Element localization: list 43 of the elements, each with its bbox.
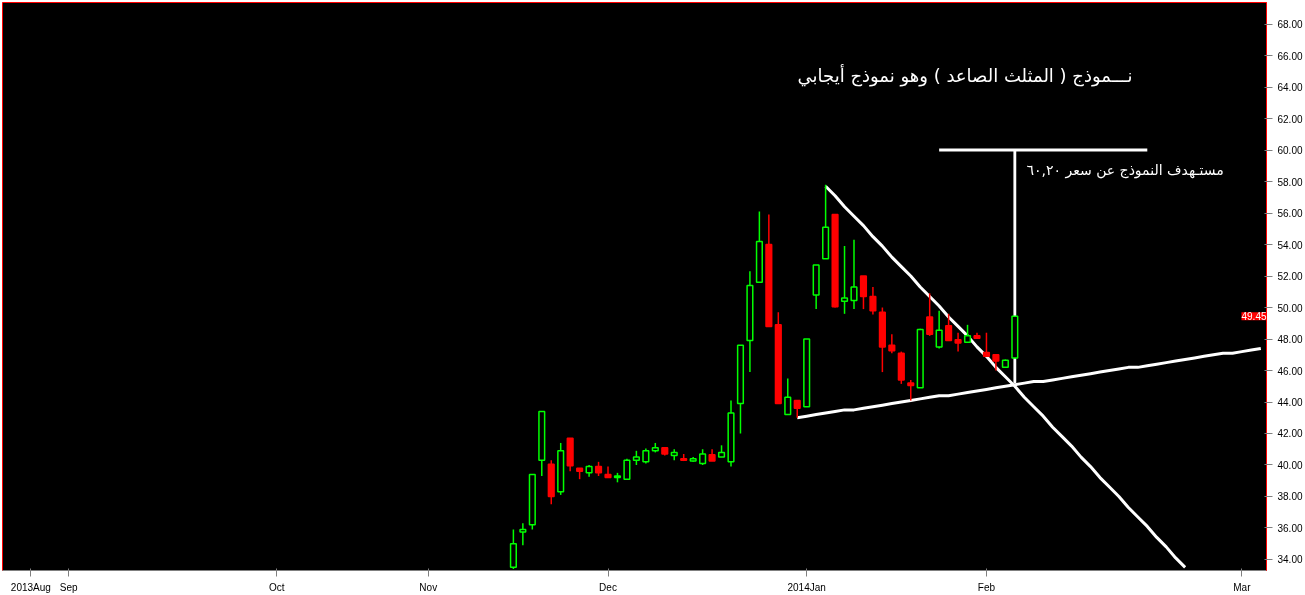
y-tick-label: 34.00 xyxy=(1277,554,1303,566)
candlestick xyxy=(859,275,868,310)
annotation: مستـهدف النموذج عن سعر ٦٠,٢٠ xyxy=(1026,161,1224,179)
y-tick-label: 52.00 xyxy=(1277,271,1303,283)
y-tick-label: 46.00 xyxy=(1277,365,1303,377)
candlestick xyxy=(519,522,527,547)
candlestick xyxy=(850,239,858,310)
candlestick xyxy=(840,245,849,315)
x-tick-label: Nov xyxy=(419,581,438,593)
y-tick-label: 50.00 xyxy=(1277,302,1303,314)
x-tick-label: 2014Jan xyxy=(787,581,826,593)
x-tick-label: Sep xyxy=(59,581,79,593)
text: نـــموذج ( المثلث الصاعد ) وهو نموذج أيجابي xyxy=(797,64,1133,87)
candlestick xyxy=(623,457,631,480)
y-tick-label: 68.00 xyxy=(1277,19,1303,31)
annotation: 49.45 xyxy=(1241,311,1267,323)
x-tick-label: 2013Aug xyxy=(10,581,51,593)
y-tick-label: 42.00 xyxy=(1277,428,1303,440)
candlestick xyxy=(954,331,962,353)
candlestick xyxy=(784,377,792,416)
y-tick-label: 58.00 xyxy=(1277,176,1303,188)
y-tick-label: 54.00 xyxy=(1277,239,1303,251)
y-tick-label: 36.00 xyxy=(1277,522,1303,534)
x-tick-label: Feb xyxy=(977,581,996,593)
candlestick xyxy=(982,331,991,358)
y-tick-label: 62.00 xyxy=(1277,113,1303,125)
candlestick xyxy=(907,379,915,402)
y-tick-label: 64.00 xyxy=(1277,82,1303,94)
x-tick-label: Oct xyxy=(269,581,285,593)
y-tick-label: 38.00 xyxy=(1277,491,1303,503)
y-tick-label: 60.00 xyxy=(1277,145,1303,157)
candlestick xyxy=(926,292,934,337)
candlestick xyxy=(869,286,877,316)
x-tick-label: Mar xyxy=(1233,581,1252,593)
y-tick-label: 66.00 xyxy=(1277,50,1303,62)
y-tick-label: 40.00 xyxy=(1277,459,1303,471)
y-tick-label: 44.00 xyxy=(1277,397,1303,409)
x-tick-label: Dec xyxy=(599,581,617,593)
candlestick xyxy=(888,333,896,354)
y-tick-label: 56.00 xyxy=(1277,208,1303,220)
candlestick xyxy=(935,309,943,350)
candlestick xyxy=(945,313,953,342)
y-tick-label: 48.00 xyxy=(1277,334,1303,346)
